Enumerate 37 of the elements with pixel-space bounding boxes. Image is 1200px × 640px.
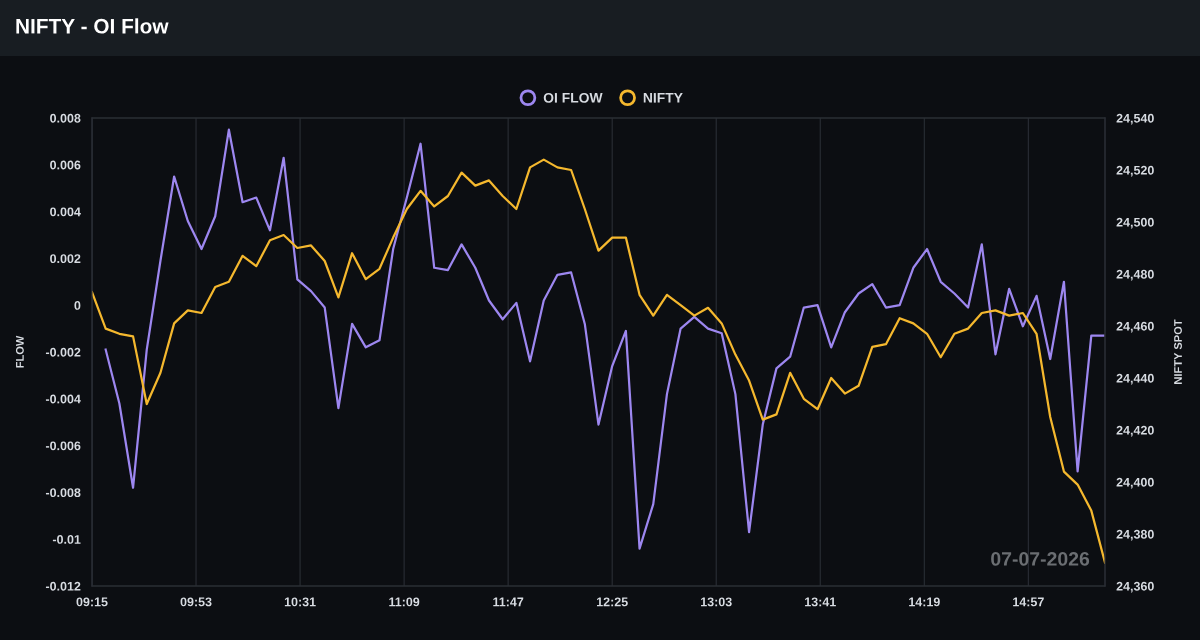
y-tick-label: 0.002 (50, 254, 81, 264)
y2-tick-label: 24,380 (1116, 529, 1154, 541)
y2-tick-label: 24,480 (1116, 269, 1154, 281)
y-axis-title: FLOW (15, 335, 24, 368)
legend-label: NIFTY (643, 93, 683, 103)
y2-tick-label: 24,460 (1116, 321, 1154, 333)
y2-tick-label: 24,400 (1116, 477, 1154, 489)
y2-tick-label: 24,360 (1116, 581, 1154, 593)
x-tick-label: 14:19 (909, 597, 940, 607)
y-tick-label: 0.008 (50, 113, 81, 123)
y2-axis-title: NIFTY SPOT (1174, 319, 1182, 384)
x-tick-label: 09:15 (76, 597, 108, 607)
x-tick-label: 12:25 (597, 597, 628, 607)
legend-label: OI FLOW (543, 92, 603, 103)
y2-tick-label: 24,520 (1116, 165, 1154, 177)
y-tick-label: -0.004 (45, 394, 81, 404)
y2-tick-label: 24,540 (1116, 113, 1154, 125)
x-tick-label: 13:41 (805, 597, 836, 607)
y-tick-label: -0.01 (52, 535, 81, 544)
y2-tick-label: 24,420 (1116, 425, 1154, 437)
y-tick-label: -0.008 (45, 488, 81, 498)
x-tick-label: 11:47 (493, 597, 524, 607)
x-tick-label: 09:53 (180, 597, 212, 607)
y-tick-label: 0 (74, 301, 81, 310)
x-tick-label: 13:03 (701, 597, 732, 607)
annotation: 07-07-2026 (991, 552, 1090, 566)
x-tick-label: 14:57 (1013, 597, 1044, 607)
y-tick-label: -0.002 (45, 347, 81, 357)
y2-tick-label: 24,500 (1116, 217, 1154, 229)
y-tick-label: -0.006 (45, 441, 81, 451)
x-tick-label: 10:31 (284, 597, 316, 607)
x-tick-label: 11:09 (389, 597, 420, 607)
y-tick-label: -0.012 (45, 581, 81, 591)
chart-title: NIFTY - OI Flow (16, 18, 169, 34)
y2-tick-label: 24,440 (1116, 373, 1154, 385)
y-tick-label: 0.006 (50, 160, 81, 170)
y-tick-label: 0.004 (50, 207, 81, 217)
